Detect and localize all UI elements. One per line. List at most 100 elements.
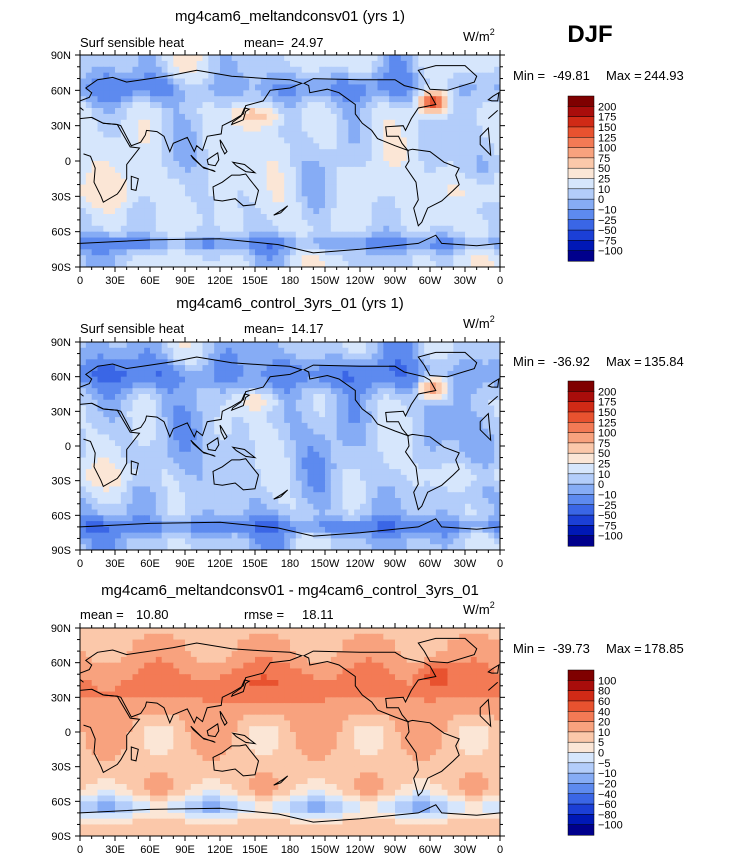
heatmap-cell bbox=[249, 119, 256, 127]
heatmap-cell bbox=[161, 509, 169, 516]
heatmap-cell bbox=[103, 172, 110, 180]
heatmap-cell bbox=[330, 119, 338, 127]
heatmap-cell bbox=[447, 78, 454, 86]
heatmap-cell bbox=[383, 202, 390, 209]
heatmap-cell bbox=[225, 434, 233, 441]
heatmap-cell bbox=[476, 219, 484, 227]
heatmap-cell bbox=[295, 190, 303, 197]
heatmap-cell bbox=[336, 190, 344, 197]
heatmap-cell bbox=[488, 509, 495, 516]
heatmap-cell bbox=[179, 119, 186, 127]
heatmap-cell bbox=[109, 261, 116, 267]
heatmap-cell bbox=[126, 231, 134, 239]
heatmap-cell bbox=[138, 208, 145, 215]
heatmap-cell bbox=[360, 405, 367, 412]
heatmap-cell bbox=[284, 428, 291, 436]
heatmap-cell bbox=[319, 96, 326, 103]
heatmap-cell bbox=[272, 219, 279, 227]
heatmap-cell bbox=[441, 417, 449, 424]
heatmap-cell bbox=[330, 208, 338, 215]
heatmap-cell bbox=[406, 143, 414, 150]
heatmap-cell bbox=[348, 249, 355, 256]
heatmap-cell bbox=[103, 382, 110, 389]
heatmap-cell bbox=[470, 446, 478, 453]
heatmap-cell bbox=[365, 382, 373, 389]
heatmap-cell bbox=[284, 422, 291, 430]
heatmap-cell bbox=[196, 219, 204, 227]
heatmap-cell bbox=[406, 417, 414, 424]
heatmap-cell bbox=[138, 125, 145, 133]
heatmap-cell bbox=[488, 208, 495, 215]
heatmap-cell bbox=[237, 503, 244, 511]
heatmap-cell bbox=[377, 353, 384, 360]
heatmap-cell bbox=[249, 428, 256, 436]
heatmap-cell bbox=[453, 190, 460, 197]
heatmap-cell bbox=[237, 486, 244, 493]
heatmap-cell bbox=[231, 434, 239, 441]
heatmap-cell bbox=[476, 446, 484, 453]
heatmap-cell bbox=[196, 137, 204, 144]
heatmap-cell bbox=[155, 78, 163, 86]
heatmap-cell bbox=[418, 231, 425, 239]
heatmap-cell bbox=[319, 492, 326, 499]
heatmap-cell bbox=[365, 359, 373, 366]
heatmap-cell bbox=[313, 474, 320, 482]
heatmap-cell bbox=[220, 359, 227, 366]
heatmap-cell bbox=[389, 237, 396, 245]
heatmap-cell bbox=[272, 208, 279, 215]
heatmap-cell bbox=[179, 480, 186, 488]
heatmap-cell bbox=[109, 451, 116, 459]
heatmap-cell bbox=[459, 131, 466, 139]
heatmap-cell bbox=[336, 66, 344, 74]
heatmap-cell bbox=[185, 365, 192, 372]
heatmap-cell bbox=[225, 370, 233, 378]
heatmap-cell bbox=[371, 219, 379, 227]
heatmap-cell bbox=[465, 137, 472, 144]
heatmap-cell bbox=[266, 214, 274, 221]
y-tick-label: 30N bbox=[51, 121, 71, 133]
heatmap-cell bbox=[494, 96, 500, 103]
heatmap-cell bbox=[494, 399, 500, 407]
heatmap-cell bbox=[319, 113, 326, 121]
heatmap-cell bbox=[377, 405, 384, 412]
heatmap-cell bbox=[470, 214, 478, 221]
heatmap-cell bbox=[494, 196, 500, 203]
heatmap-cell bbox=[465, 113, 472, 121]
heatmap-cell bbox=[237, 178, 244, 186]
heatmap-cell bbox=[155, 231, 163, 239]
heatmap-cell bbox=[494, 492, 500, 499]
heatmap-cell bbox=[278, 486, 285, 493]
heatmap-cell bbox=[459, 96, 466, 103]
heatmap-cell bbox=[284, 434, 291, 441]
heatmap-cell bbox=[220, 498, 227, 505]
heatmap-cell bbox=[301, 161, 309, 168]
heatmap-cell bbox=[278, 219, 285, 227]
heatmap-cell bbox=[80, 365, 87, 372]
heatmap-cell bbox=[243, 219, 250, 227]
heatmap-cell bbox=[150, 214, 157, 221]
heatmap-cell bbox=[109, 113, 116, 121]
heatmap-cell bbox=[377, 202, 384, 209]
x-tick-label: 120E bbox=[207, 275, 233, 287]
heatmap-cell bbox=[354, 451, 361, 459]
heatmap-cell bbox=[196, 422, 204, 430]
heatmap-cell bbox=[237, 249, 244, 256]
heatmap-cell bbox=[179, 237, 186, 245]
heatmap-cell bbox=[441, 498, 449, 505]
heatmap-cell bbox=[214, 515, 221, 522]
heatmap-cell bbox=[272, 509, 279, 516]
heatmap-cell bbox=[307, 486, 314, 493]
heatmap-cell bbox=[237, 370, 244, 378]
heatmap-cell bbox=[97, 231, 104, 239]
heatmap-cell bbox=[365, 405, 373, 412]
heatmap-cell bbox=[284, 102, 291, 109]
heatmap-cell bbox=[412, 78, 419, 86]
heatmap-cell bbox=[447, 474, 454, 482]
heatmap-cell bbox=[476, 359, 484, 366]
heatmap-cell bbox=[336, 261, 344, 267]
heatmap-cell bbox=[272, 370, 279, 378]
heatmap-cell bbox=[430, 342, 437, 349]
heatmap-cell bbox=[295, 480, 303, 488]
heatmap-cell bbox=[488, 434, 495, 441]
heatmap-cell bbox=[115, 382, 122, 389]
